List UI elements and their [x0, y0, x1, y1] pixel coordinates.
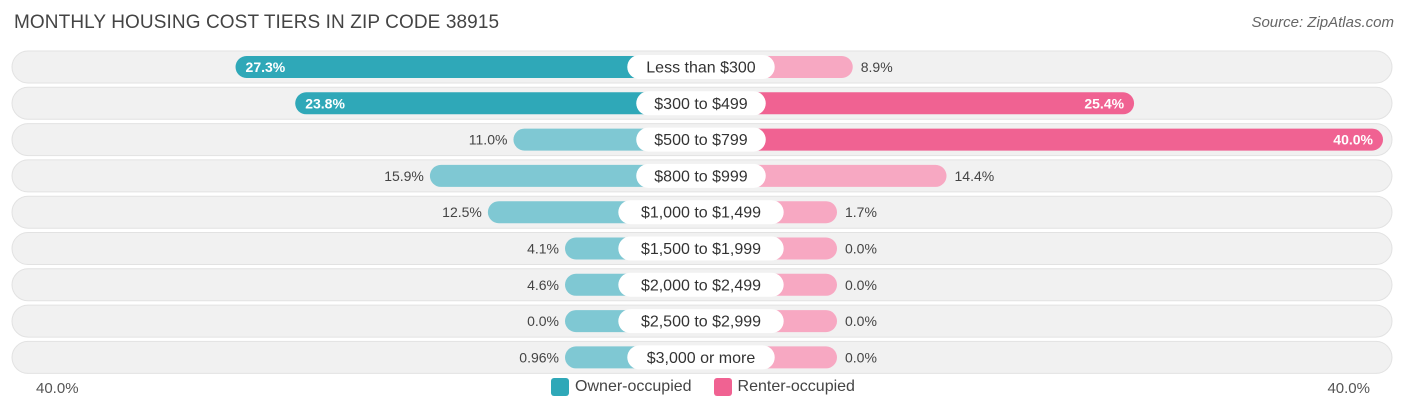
category-label: $500 to $799 — [654, 132, 748, 149]
category-pill — [636, 163, 766, 188]
category-label: $800 to $999 — [654, 168, 748, 185]
category-pill — [627, 345, 775, 370]
category-label: $300 to $499 — [654, 96, 748, 113]
owner-bar — [235, 56, 701, 78]
legend-swatch-renter — [713, 378, 732, 396]
owner-value-label: 27.3% — [246, 59, 286, 75]
renter-value-label: 0.0% — [845, 277, 877, 293]
renter-value-label: 0.0% — [845, 241, 877, 257]
category-pill — [618, 200, 784, 225]
category-label: $2,000 to $2,499 — [641, 277, 761, 294]
chart-title: MONTHLY HOUSING COST TIERS IN ZIP CODE 3… — [14, 12, 500, 33]
owner-value-label: 12.5% — [442, 204, 482, 220]
owner-bar — [295, 92, 701, 115]
source-label: Source: ZipAtlas.com — [1251, 14, 1394, 31]
category-pill — [618, 309, 784, 334]
category-pill — [627, 55, 775, 79]
owner-value-label: 23.8% — [305, 95, 345, 111]
legend-item-renter: Renter-occupied — [713, 378, 855, 396]
owner-value-label: 4.1% — [527, 241, 559, 257]
legend: Owner-occupied Renter-occupied — [0, 378, 1406, 396]
category-pill — [636, 127, 766, 152]
owner-value-label: 11.0% — [469, 132, 508, 148]
renter-bar — [701, 128, 1383, 151]
category-label: $3,000 or more — [647, 350, 756, 367]
category-pill — [618, 236, 784, 261]
category-pill — [618, 272, 784, 297]
legend-swatch-owner — [551, 378, 570, 396]
owner-value-label: 15.9% — [384, 168, 424, 184]
owner-value-label: 0.0% — [527, 313, 559, 329]
category-label: $2,500 to $2,999 — [641, 314, 761, 331]
renter-bar — [701, 92, 1135, 115]
renter-value-label: 1.7% — [845, 204, 877, 220]
legend-item-owner: Owner-occupied — [551, 378, 692, 396]
category-pill — [636, 91, 766, 116]
renter-value-label: 25.4% — [1084, 95, 1124, 111]
renter-value-label: 0.0% — [845, 313, 877, 329]
axis-right-label: 40.0% — [1327, 380, 1370, 397]
owner-value-label: 0.96% — [519, 349, 559, 365]
legend-label-owner: Owner-occupied — [575, 378, 692, 395]
owner-bar — [429, 164, 701, 187]
category-label: $1,000 to $1,499 — [641, 205, 761, 222]
owner-value-label: 4.6% — [527, 277, 559, 293]
legend-label-renter: Renter-occupied — [737, 378, 855, 395]
category-label: $1,500 to $1,999 — [641, 241, 761, 258]
renter-value-label: 8.9% — [861, 59, 893, 75]
renter-value-label: 14.4% — [955, 168, 995, 184]
renter-value-label: 40.0% — [1333, 132, 1373, 148]
renter-value-label: 0.0% — [845, 349, 877, 365]
category-label: Less than $300 — [646, 60, 756, 77]
axis-left-label: 40.0% — [36, 380, 79, 397]
